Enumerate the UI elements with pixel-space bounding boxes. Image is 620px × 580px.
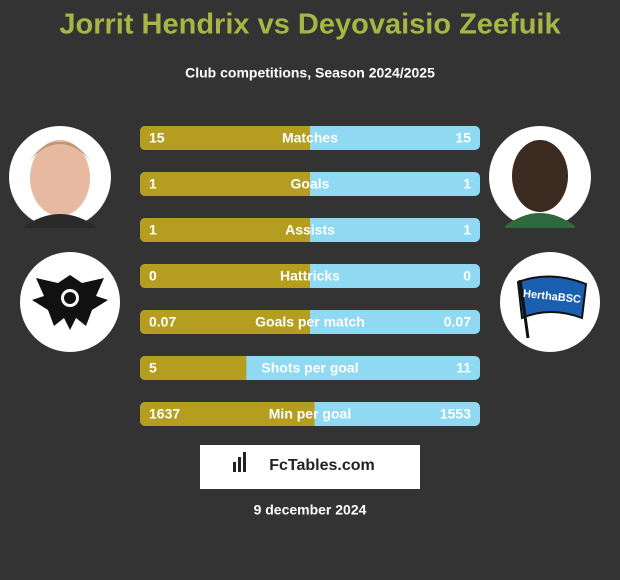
- stat-label: Goals per match: [255, 314, 365, 330]
- right-player-photo: [489, 126, 591, 228]
- stat-label: Min per goal: [269, 406, 351, 422]
- stat-label: Hattricks: [280, 268, 340, 284]
- left-value: 0: [149, 268, 157, 284]
- stat-label: Matches: [282, 130, 338, 146]
- left-value: 1637: [149, 406, 180, 422]
- right-value: 0: [463, 268, 471, 284]
- brand: FcTables.com: [269, 457, 375, 474]
- left-value: 15: [149, 130, 165, 146]
- left-club-logo: [20, 252, 120, 352]
- stat-label: Shots per goal: [261, 360, 358, 376]
- left-value: 0.07: [149, 314, 176, 330]
- left-bar-edge: [305, 126, 310, 150]
- left-bar-edge: [305, 172, 310, 196]
- left-bar: [140, 126, 310, 150]
- left-bar: [140, 264, 310, 288]
- subtitle: Club competitions, Season 2024/2025: [185, 65, 435, 81]
- left-bar-edge: [305, 264, 310, 288]
- left-bar-edge: [241, 356, 247, 380]
- stat-label: Assists: [285, 222, 335, 238]
- right-value: 0.07: [444, 314, 471, 330]
- right-value: 11: [456, 360, 471, 376]
- right-value: 1: [463, 176, 471, 192]
- left-bar: [140, 356, 247, 380]
- right-value: 15: [455, 130, 471, 146]
- stat-label: Goals: [291, 176, 330, 192]
- left-player-photo: [9, 126, 111, 228]
- stat-rows: 15 Matches 151 Goals 11 Assists 10 Hattricks 00.…: [140, 126, 480, 426]
- left-bar: [140, 218, 310, 242]
- right-value: 1553: [440, 406, 471, 422]
- left-bar: [140, 310, 310, 334]
- left-bar-edge: [309, 402, 315, 426]
- left-bar-edge: [305, 218, 310, 242]
- date: 9 december 2024: [254, 502, 367, 518]
- left-bar: [140, 402, 315, 426]
- title: Jorrit Hendrix vs Deyovaisio Zeefuik: [59, 9, 561, 41]
- left-bar: [140, 172, 310, 196]
- left-bar-edge: [305, 310, 310, 334]
- left-value: 1: [149, 176, 157, 192]
- brand-box: FcTables.com: [200, 445, 420, 489]
- right-club-logo: HerthaBSC: [500, 252, 600, 352]
- right-value: 1: [463, 222, 471, 238]
- left-value: 1: [149, 222, 157, 238]
- left-value: 5: [149, 360, 157, 376]
